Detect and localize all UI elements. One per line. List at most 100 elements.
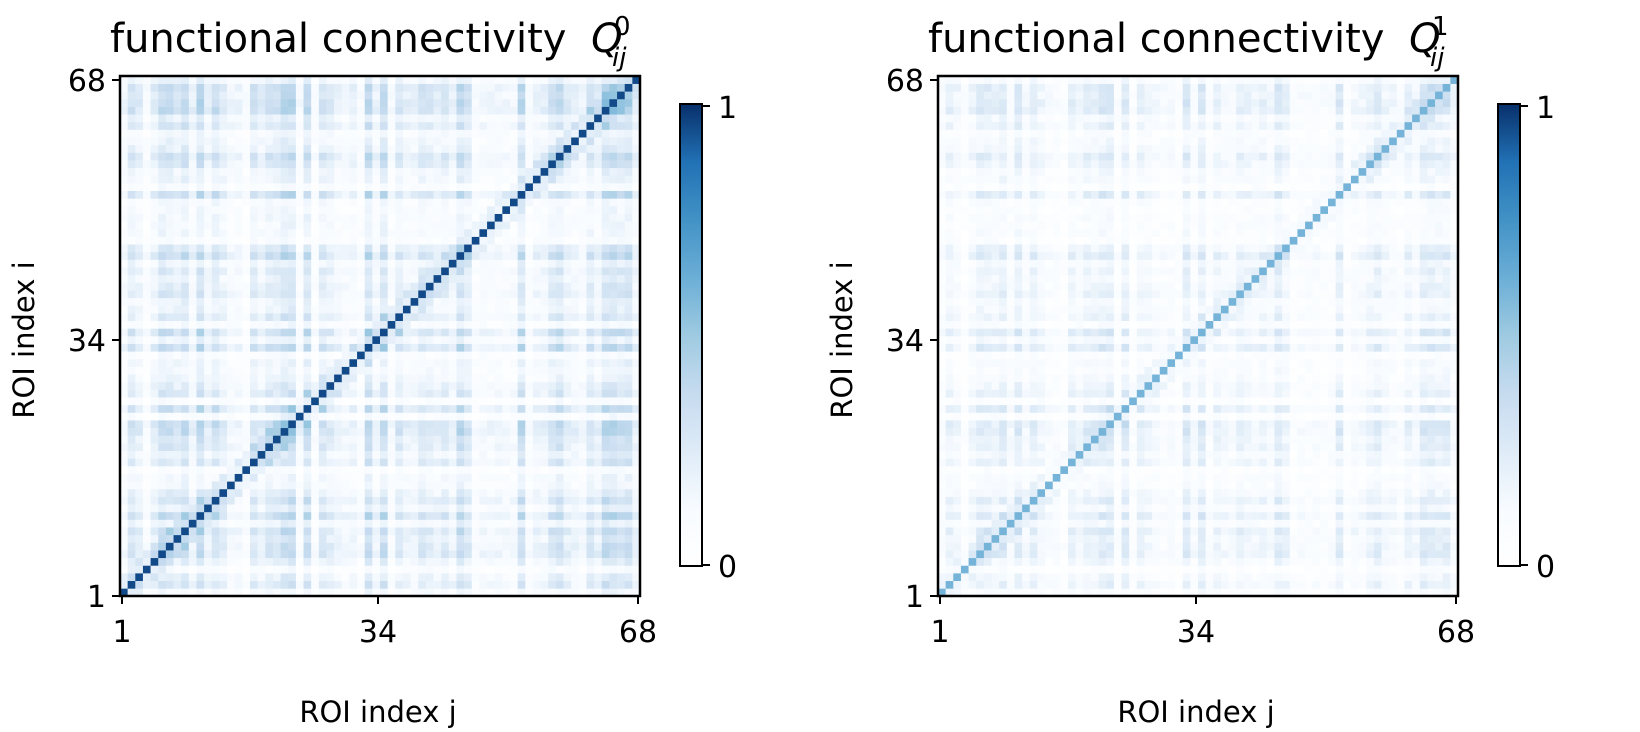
heatmap-cell	[295, 274, 304, 283]
heatmap-cell	[632, 83, 641, 92]
heatmap-cell	[555, 351, 564, 360]
heatmap-cell	[540, 328, 549, 337]
heatmap-cell	[387, 542, 396, 551]
heatmap-cell	[540, 557, 549, 566]
heatmap-cell	[464, 488, 473, 497]
heatmap-cell	[433, 313, 442, 322]
heatmap-cell	[487, 389, 496, 398]
heatmap-cell	[517, 267, 526, 276]
heatmap-cell	[1243, 573, 1252, 582]
heatmap-cell	[395, 198, 404, 207]
heatmap-cell	[272, 175, 281, 184]
heatmap-cell	[334, 466, 343, 474]
heatmap-cell	[479, 496, 488, 505]
heatmap-cell	[165, 374, 174, 383]
heatmap-cell	[1236, 588, 1245, 597]
heatmap-cell	[135, 435, 144, 444]
heatmap-cell	[578, 534, 587, 543]
heatmap-cell	[326, 450, 335, 459]
heatmap-cell	[525, 427, 534, 436]
heatmap-cell	[219, 198, 228, 207]
heatmap-cell	[395, 129, 404, 138]
heatmap-cell	[142, 527, 151, 536]
heatmap-cell	[227, 206, 236, 214]
heatmap-cell	[250, 121, 258, 130]
heatmap-cell	[188, 183, 197, 192]
heatmap-cell	[303, 336, 312, 344]
heatmap-cell	[601, 404, 610, 413]
heatmap-cell	[173, 343, 182, 352]
heatmap-cell	[586, 244, 595, 253]
heatmap-cell	[494, 381, 503, 390]
heatmap-cell	[341, 550, 350, 559]
heatmap-cell	[127, 274, 136, 283]
heatmap-cell	[487, 129, 496, 138]
heatmap-cell	[433, 274, 442, 283]
heatmap-cell	[402, 297, 411, 306]
heatmap-cell	[402, 443, 411, 452]
heatmap-cell	[387, 267, 396, 276]
heatmap-cell	[494, 259, 503, 268]
heatmap-cell	[257, 251, 266, 260]
heatmap-cell	[601, 313, 610, 322]
heatmap-cell	[1052, 580, 1061, 589]
heatmap-cell	[303, 412, 312, 421]
heatmap-cell	[349, 573, 358, 582]
heatmap-cell	[272, 190, 281, 199]
heatmap-cell	[158, 458, 167, 467]
heatmap-cell	[326, 511, 335, 520]
heatmap-cell	[594, 259, 603, 268]
heatmap-cell	[242, 320, 251, 329]
heatmap-cell	[502, 366, 511, 375]
heatmap-cell	[150, 473, 159, 482]
heatmap-cell	[502, 404, 511, 413]
heatmap-cell	[418, 129, 427, 138]
heatmap-cell	[601, 511, 610, 520]
heatmap-cell	[120, 488, 128, 497]
heatmap-cell	[158, 129, 167, 138]
heatmap-cell	[188, 290, 197, 299]
heatmap-cell	[502, 488, 511, 497]
heatmap-cell	[326, 435, 335, 444]
heatmap-cell	[487, 152, 496, 161]
heatmap-cell	[594, 542, 603, 551]
heatmap-cell	[211, 313, 220, 322]
heatmap-cell	[295, 588, 304, 597]
heatmap-cell	[487, 121, 496, 130]
heatmap-cell	[1396, 580, 1405, 589]
heatmap-cell	[1450, 588, 1459, 597]
heatmap-cell	[242, 343, 251, 352]
heatmap-cell	[433, 488, 442, 497]
heatmap-cell	[571, 297, 580, 306]
heatmap-cell	[479, 481, 488, 490]
heatmap-cell	[601, 297, 610, 306]
heatmap-cell	[586, 389, 595, 398]
heatmap-cell	[502, 435, 511, 444]
heatmap-cell	[219, 389, 228, 398]
heatmap-cell	[586, 427, 595, 436]
heatmap-cell	[364, 412, 373, 421]
heatmap-cell	[441, 206, 450, 214]
heatmap-cell	[380, 267, 388, 276]
heatmap-cell	[288, 557, 297, 566]
heatmap-cell	[1381, 580, 1390, 589]
heatmap-cell	[303, 550, 312, 559]
heatmap-cell	[265, 282, 274, 291]
heatmap-cell	[456, 542, 465, 551]
heatmap-cell	[609, 358, 618, 367]
heatmap-cell	[150, 381, 159, 390]
heatmap-cell	[555, 221, 564, 230]
heatmap-cell	[234, 274, 243, 283]
heatmap-cell	[517, 305, 526, 314]
heatmap-cell	[624, 427, 633, 436]
heatmap-cell	[211, 144, 220, 153]
heatmap-cell	[234, 366, 243, 375]
heatmap-cell	[127, 573, 136, 582]
heatmap-cell	[448, 213, 457, 222]
heatmap-cell	[196, 435, 205, 444]
heatmap-cell	[257, 527, 266, 536]
heatmap-cell	[433, 519, 442, 528]
heatmap-cell	[188, 228, 197, 237]
heatmap-cell	[441, 565, 450, 574]
heatmap-cell	[502, 244, 511, 253]
